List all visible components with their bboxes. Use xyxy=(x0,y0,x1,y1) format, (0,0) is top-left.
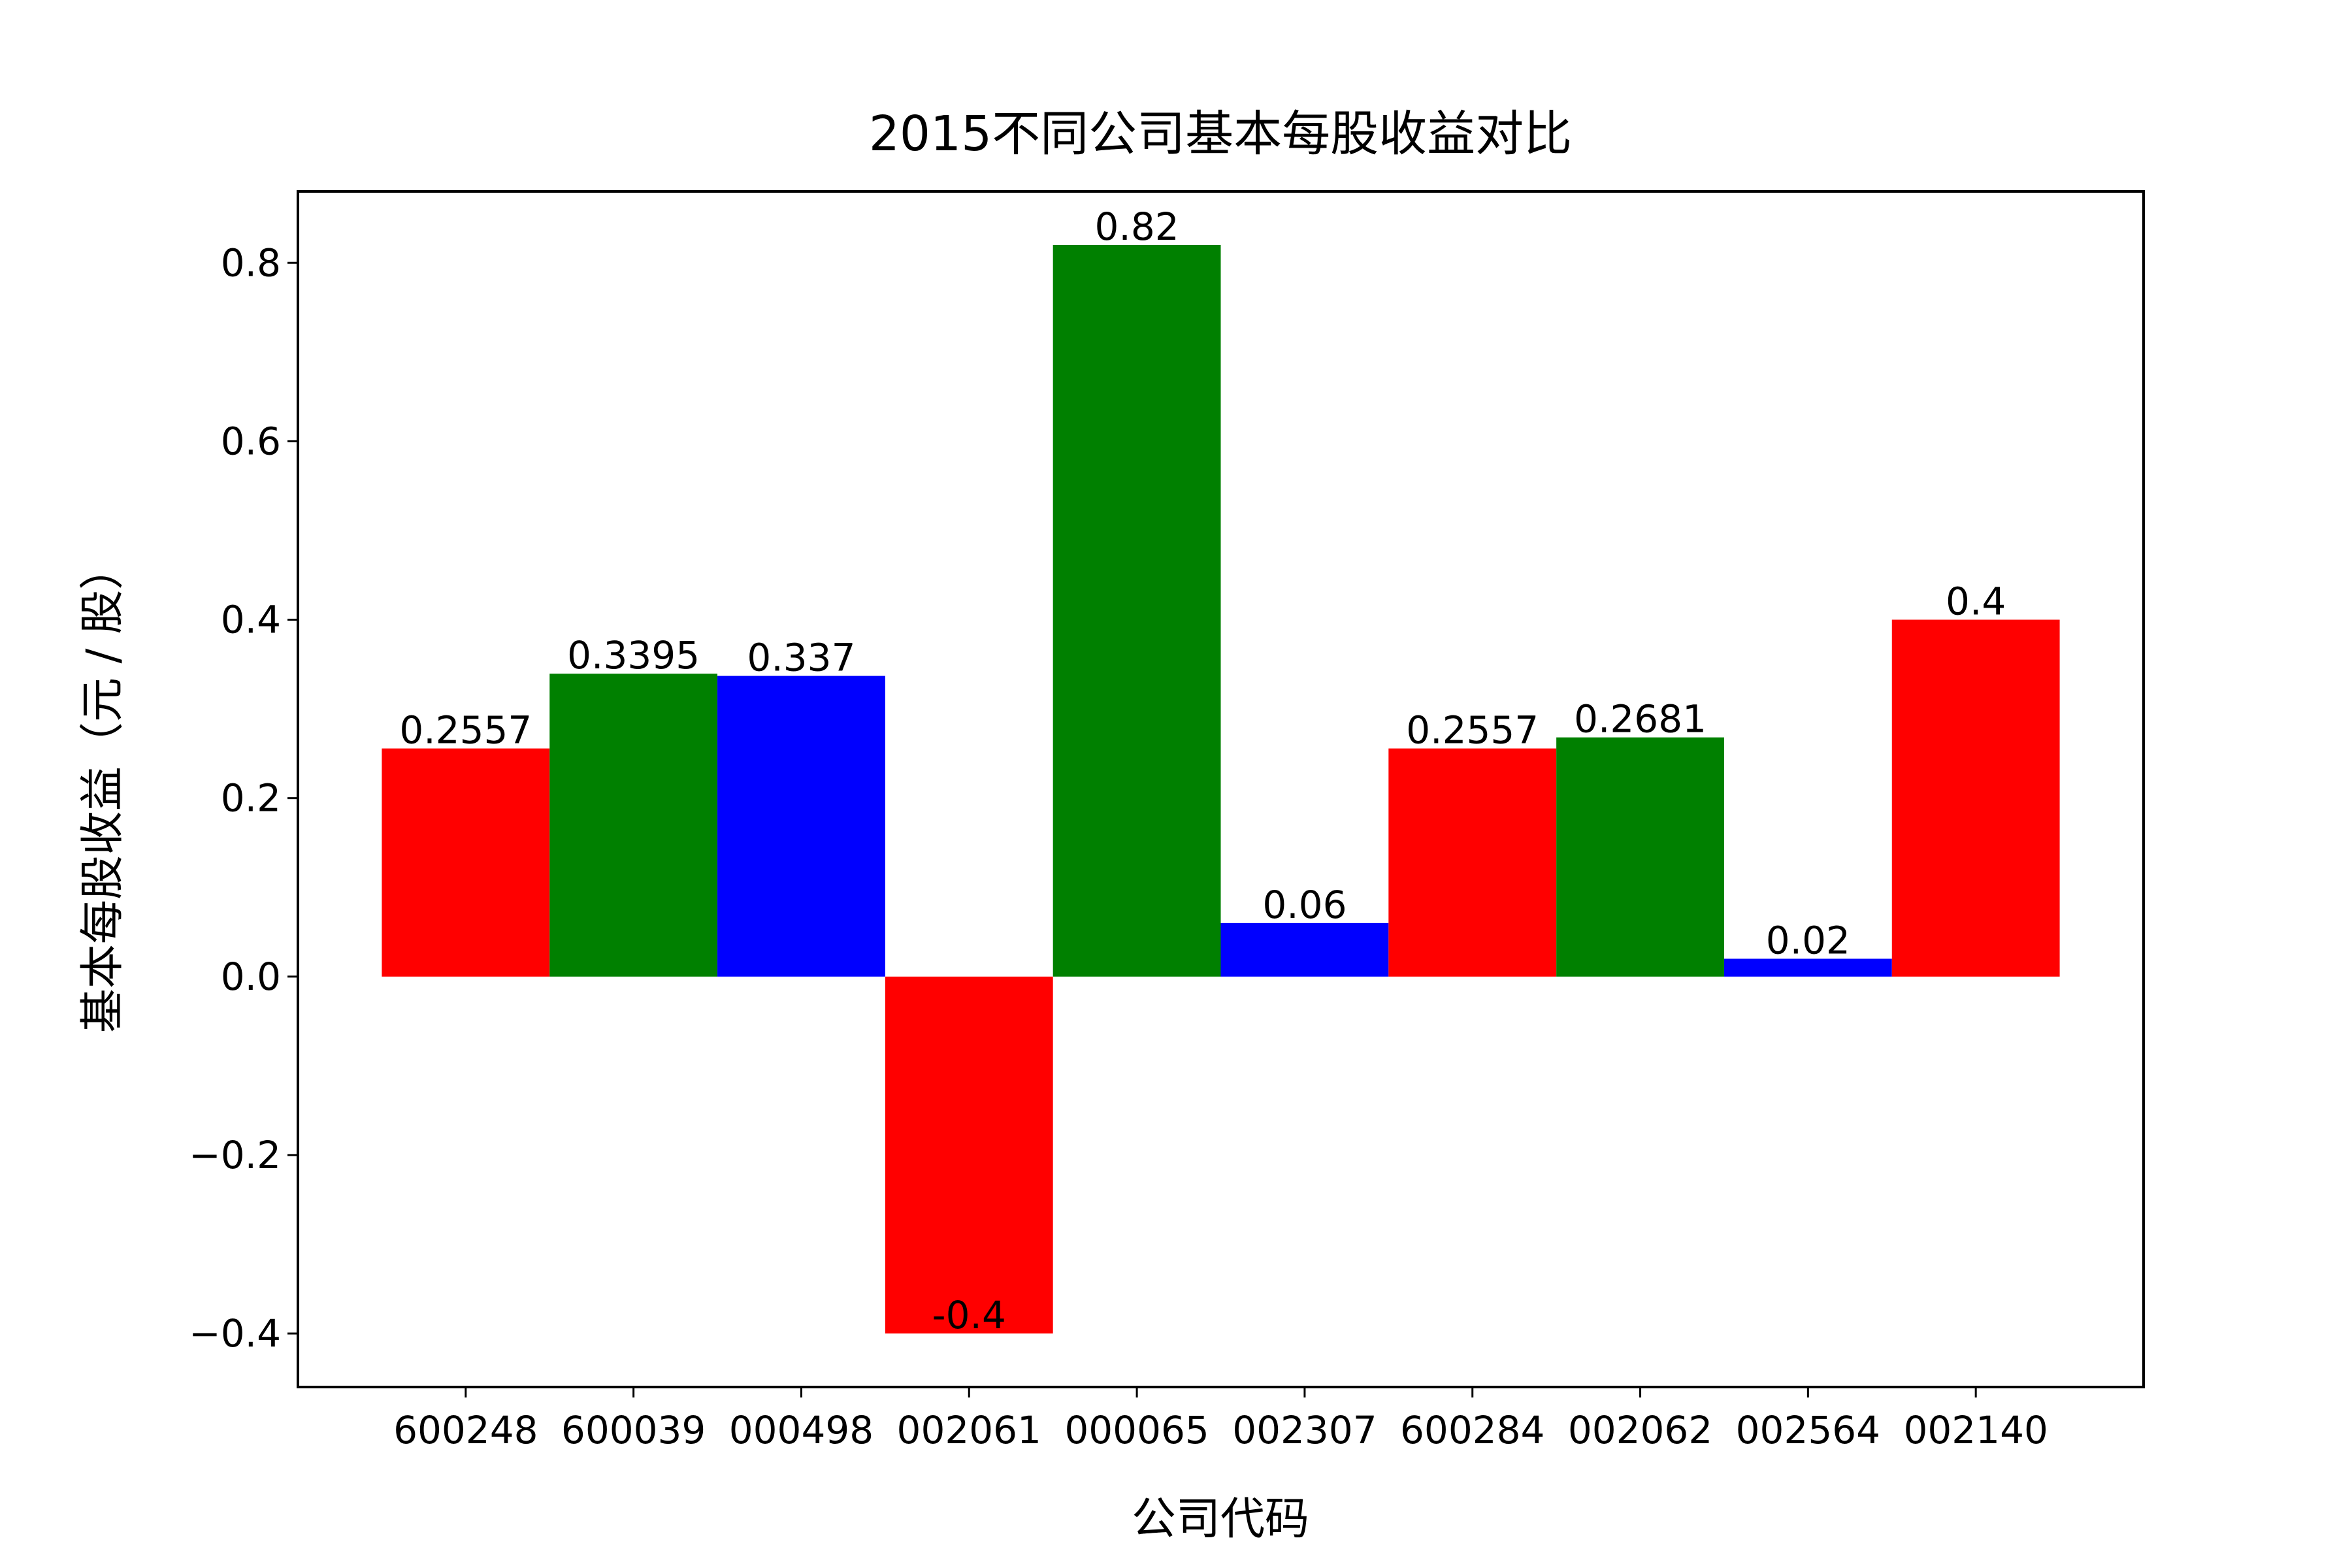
x-tick-label: 000065 xyxy=(1064,1408,1209,1452)
bar xyxy=(1388,748,1557,977)
x-tick-label: 600248 xyxy=(393,1408,538,1452)
value-label: 0.2681 xyxy=(1574,697,1707,742)
chart-title: 2015不同公司基本每股收益对比 xyxy=(869,106,1572,162)
y-tick-label: −0.4 xyxy=(189,1311,281,1356)
x-tick-label: 002307 xyxy=(1232,1408,1377,1452)
bar xyxy=(549,674,718,977)
x-tick-label: 600284 xyxy=(1400,1408,1544,1452)
x-tick-label: 600039 xyxy=(561,1408,706,1452)
plot-frame xyxy=(297,190,2145,1388)
y-tick-label: 0.0 xyxy=(221,955,281,999)
value-label: 0.02 xyxy=(1766,918,1850,962)
value-label: -0.4 xyxy=(932,1293,1006,1337)
value-label: 0.2557 xyxy=(1406,708,1539,753)
bar xyxy=(1556,737,1724,977)
bar xyxy=(717,676,885,977)
x-tick-label: 002140 xyxy=(1903,1408,2048,1452)
x-tick-label: 002062 xyxy=(1568,1408,1712,1452)
bar xyxy=(1723,958,1892,977)
value-label: 0.4 xyxy=(1946,580,2006,624)
bar xyxy=(1220,923,1389,977)
y-tick-label: 0.6 xyxy=(221,419,281,463)
value-label: 0.82 xyxy=(1095,204,1179,249)
x-axis-title: 公司代码 xyxy=(1132,1494,1309,1545)
y-tick-label: 0.2 xyxy=(221,776,281,821)
y-tick-label: 0.8 xyxy=(221,240,281,285)
bar xyxy=(382,748,550,977)
x-tick-label: 002564 xyxy=(1736,1408,1880,1452)
value-label: 0.3395 xyxy=(567,633,700,678)
y-tick-label: −0.2 xyxy=(189,1133,281,1177)
bar xyxy=(1891,619,2060,977)
y-tick-label: 0.4 xyxy=(221,598,281,642)
bar xyxy=(1053,244,1221,977)
value-label: 0.337 xyxy=(747,636,855,680)
y-axis-title: 基本每股收益（元 / 股） xyxy=(77,546,129,1033)
x-tick-label: 002061 xyxy=(897,1408,1041,1452)
x-tick-label: 000498 xyxy=(729,1408,874,1452)
value-label: 0.06 xyxy=(1262,883,1347,927)
value-label: 0.2557 xyxy=(399,708,532,753)
bar xyxy=(885,976,1053,1334)
